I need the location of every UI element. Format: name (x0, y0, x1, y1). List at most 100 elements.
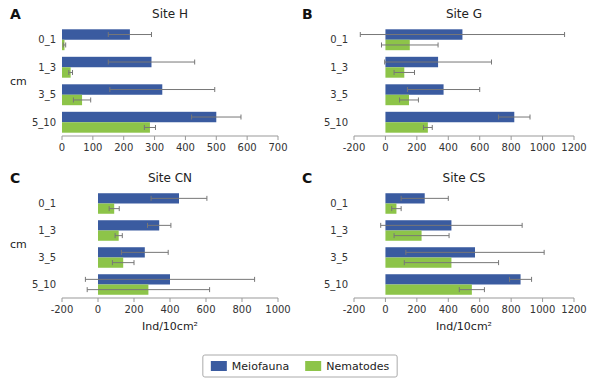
error-cap (151, 32, 152, 37)
x-tick (354, 298, 355, 302)
x-axis-line (62, 136, 278, 137)
error-cap (144, 125, 145, 130)
error-line (110, 89, 215, 90)
error-line (108, 62, 194, 63)
x-tick (448, 136, 449, 140)
x-tick (385, 298, 386, 302)
x-tick-label: 600 (470, 142, 489, 153)
error-cap (522, 223, 523, 228)
x-tick-label: 700 (268, 142, 287, 153)
error-line (499, 117, 530, 118)
x-tick (479, 298, 480, 302)
error-bar (151, 196, 207, 201)
error-line (394, 72, 414, 73)
error-cap (394, 233, 395, 238)
error-cap (134, 260, 135, 265)
error-cap (459, 287, 460, 292)
error-bar (121, 250, 168, 255)
x-tick-label: 0 (382, 304, 388, 315)
error-cap (147, 223, 148, 228)
x-tick (62, 298, 63, 302)
x-tick-label: 500 (207, 142, 226, 153)
legend-frame (203, 355, 397, 377)
x-tick-label: 0 (382, 142, 388, 153)
error-bar (148, 223, 171, 228)
y-tick-label: 5_10 (324, 117, 348, 129)
error-bar (382, 42, 439, 47)
y-tick-label: 1_3 (330, 62, 348, 74)
error-cap (155, 125, 156, 130)
y-tick-label: 0_1 (38, 198, 56, 210)
error-bar (108, 32, 151, 37)
error-line (360, 34, 564, 35)
x-tick (247, 136, 248, 140)
error-cap (109, 87, 110, 92)
error-cap (65, 42, 66, 47)
x-tick (154, 136, 155, 140)
y-tick-label: 1_3 (330, 225, 348, 237)
error-cap (206, 196, 207, 201)
error-cap (109, 206, 110, 211)
error-line (394, 235, 449, 236)
error-cap (108, 60, 109, 65)
y-tick-label: 1_3 (38, 225, 56, 237)
x-tick (385, 136, 386, 140)
x-tick (511, 298, 512, 302)
legend-swatch (211, 361, 227, 371)
x-tick (278, 136, 279, 140)
error-line (112, 262, 134, 263)
error-cap (405, 250, 406, 255)
error-cap (438, 42, 439, 47)
panel: -2000200400600800100012000_11_33_55_10Si… (302, 170, 587, 333)
error-cap (108, 32, 109, 37)
error-cap (112, 260, 113, 265)
error-cap (448, 196, 449, 201)
x-tick-label: 0 (59, 142, 65, 153)
error-bar (85, 277, 254, 282)
panel-title: Site G (446, 7, 482, 21)
bar (385, 122, 427, 132)
error-cap (170, 223, 171, 228)
x-tick (448, 298, 449, 302)
error-bar (109, 206, 119, 211)
error-bar (73, 97, 90, 102)
error-line (385, 62, 492, 63)
x-tick (206, 298, 207, 302)
x-tick-label: 800 (502, 142, 521, 153)
error-cap (498, 115, 499, 120)
error-cap (209, 287, 210, 292)
error-bar (108, 60, 194, 65)
panel: -2000200400600800100012000_11_33_55_10Si… (302, 6, 587, 153)
panel-label: C (302, 170, 312, 186)
error-cap (432, 125, 433, 130)
error-line (401, 198, 448, 199)
panel-label: B (302, 6, 313, 22)
error-cap (380, 223, 381, 228)
error-line (109, 208, 119, 209)
x-tick (354, 136, 355, 140)
bar (385, 112, 514, 122)
x-tick (542, 298, 543, 302)
error-cap (381, 42, 382, 47)
error-cap (85, 277, 86, 282)
error-bar (360, 32, 564, 37)
error-bar (404, 260, 498, 265)
error-line (85, 279, 254, 280)
legend-label: Nematodes (326, 360, 389, 373)
error-bar (144, 125, 155, 130)
x-tick (123, 136, 124, 140)
error-line (151, 198, 207, 199)
error-cap (384, 60, 385, 65)
error-cap (122, 233, 123, 238)
x-tick-label: 400 (160, 304, 179, 315)
x-axis-label: Ind/10cm² (436, 320, 492, 333)
chart-root: 01002003004005006007000_11_33_55_10Site … (0, 0, 600, 381)
marks (381, 193, 544, 295)
x-tick-label: 200 (407, 142, 426, 153)
error-line (407, 89, 479, 90)
y-tick-label: 5_10 (324, 279, 348, 291)
error-cap (73, 97, 74, 102)
y-tick-label: 0_1 (38, 34, 56, 46)
error-line (404, 262, 498, 263)
x-tick-label: 1200 (561, 304, 586, 315)
